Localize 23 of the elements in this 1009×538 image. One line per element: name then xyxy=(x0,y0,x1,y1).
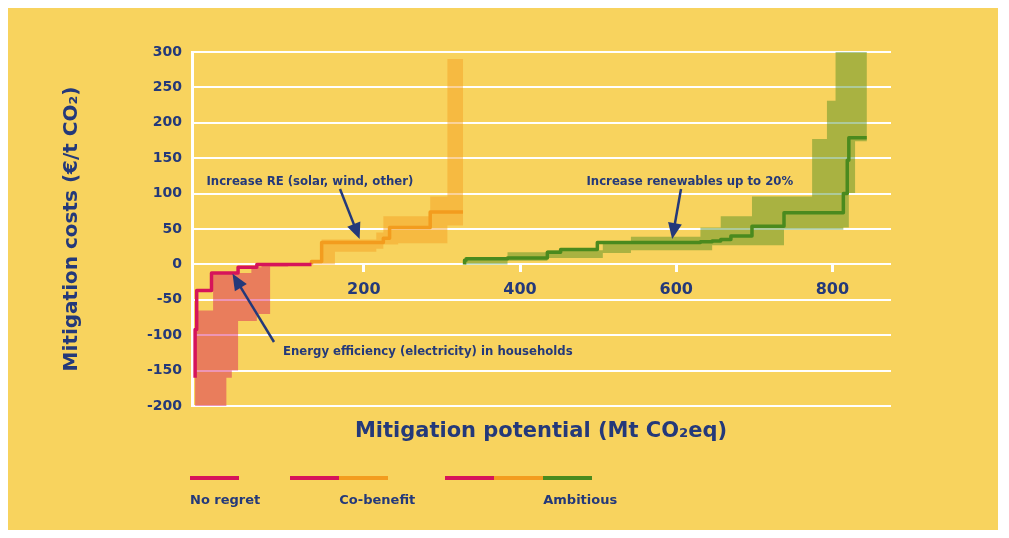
y-tick-label: -50 xyxy=(156,290,183,307)
annotation: Increase renewables up to 20% xyxy=(586,172,794,188)
x-tick-label: 800 xyxy=(815,279,850,299)
legend-label: Co-benefit xyxy=(339,492,416,507)
y-tick-label: 200 xyxy=(152,113,183,130)
y-tick-label: 0 xyxy=(172,255,183,272)
y-tick-label: -100 xyxy=(146,325,183,342)
annotation: Energy efficiency (electricity) in households xyxy=(283,342,573,358)
y-axis-title: Mitigation costs (€/t CO₂) xyxy=(58,86,82,372)
annotation: Increase RE (solar, wind, other) xyxy=(206,172,414,188)
y-tick-label: 50 xyxy=(162,219,183,236)
y-tick-label: 250 xyxy=(152,78,183,95)
y-tick-label: -150 xyxy=(146,361,183,378)
legend-label: No regret xyxy=(190,492,261,507)
legend-label: Ambitious xyxy=(543,492,618,507)
x-axis-title: Mitigation potential (Mt CO₂eq) xyxy=(354,418,728,442)
y-tick-label: 100 xyxy=(152,184,183,201)
x-tick-label: 600 xyxy=(659,279,693,299)
y-tick-label: -200 xyxy=(146,396,183,413)
y-tick-label: 300 xyxy=(152,42,183,59)
x-tick-label: 200 xyxy=(347,279,381,299)
y-tick-label: 150 xyxy=(152,148,183,165)
x-tick-label: 400 xyxy=(503,279,537,299)
